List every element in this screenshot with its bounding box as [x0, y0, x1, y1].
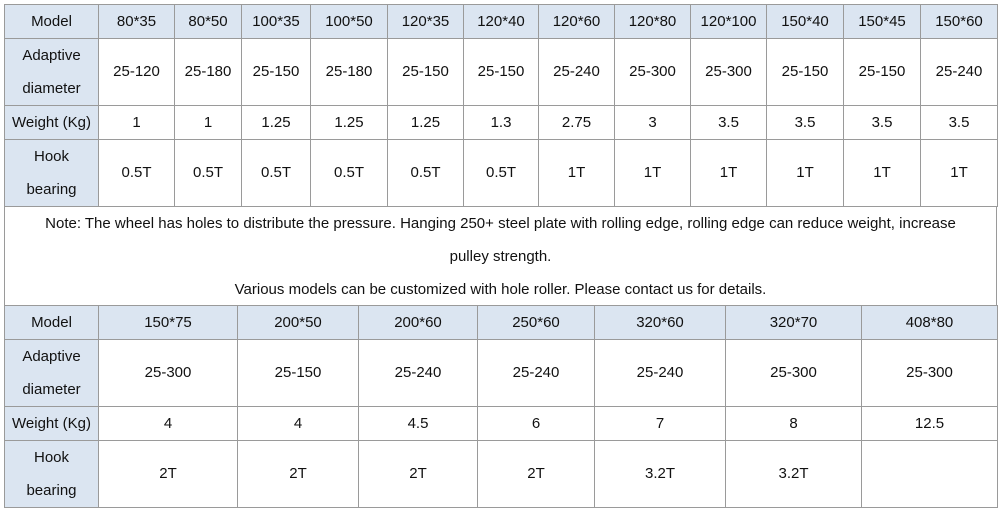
table-cell: 1 — [98, 105, 175, 140]
table-cell: 2.75 — [538, 105, 615, 140]
table-cell: 4.5 — [358, 406, 478, 441]
table-cell: 25-180 — [310, 38, 388, 106]
table-row: Adaptive diameter 25-300 25-150 25-240 25-24… — [4, 339, 998, 407]
table-row: Adaptive diameter 25-120 25-180 25-150 25-18… — [4, 38, 998, 106]
table-cell: 1.25 — [241, 105, 311, 140]
table-cell: 1T — [766, 139, 844, 207]
row-label: Hook bearing — [4, 139, 99, 207]
table-cell: 1.3 — [463, 105, 539, 140]
table-cell: 25-300 — [614, 38, 691, 106]
table-cell: 0.5T — [241, 139, 311, 207]
table-cell: 2T — [358, 440, 478, 508]
table-cell: 4 — [237, 406, 359, 441]
empty-cell — [861, 440, 998, 508]
table-cell: 1T — [920, 139, 998, 207]
table-cell: 0.5T — [387, 139, 464, 207]
header-cell: 80*35 — [98, 4, 175, 39]
table-cell: 3.5 — [920, 105, 998, 140]
table-cell: 8 — [725, 406, 862, 441]
table-cell: 25-150 — [241, 38, 311, 106]
table-cell: 1T — [538, 139, 615, 207]
row-label: Adaptive diameter — [4, 339, 99, 407]
table-row: Weight (Kg) 1 1 1.25 1.25 1.25 1.3 2.75 3 3.5 3.5 3… — [4, 105, 998, 140]
table-cell: 2T — [237, 440, 359, 508]
row-label: Weight (Kg) — [4, 406, 99, 441]
spec-table-1: Model 80*35 80*50 100*35 100*50 120*35 120*40 1… — [4, 4, 998, 207]
table-cell: 3.5 — [843, 105, 921, 140]
header-cell: 150*45 — [843, 4, 921, 39]
table-cell: 3.5 — [690, 105, 767, 140]
header-cell: 150*75 — [98, 305, 238, 340]
table-cell: 0.5T — [463, 139, 539, 207]
table-cell: 3.5 — [766, 105, 844, 140]
note-text: Various models can be customized with ho… — [234, 281, 767, 298]
header-cell: 150*40 — [766, 4, 844, 39]
note: Note: The wheel has holes to distribute … — [4, 207, 997, 305]
table-cell: 25-150 — [766, 38, 844, 106]
table-row: Model 80*35 80*50 100*35 100*50 120*35 120*40 1… — [4, 4, 998, 39]
table-cell: 2T — [98, 440, 238, 508]
table-cell: 3 — [614, 105, 691, 140]
table-cell: 1T — [843, 139, 921, 207]
table-cell: 25-300 — [861, 339, 998, 407]
table-row: Model 150*75 200*50 200*60 250*60 320*60 320*7… — [4, 305, 998, 340]
table-cell: 1T — [614, 139, 691, 207]
note-text: Note: The wheel has holes to distribute … — [45, 215, 956, 265]
table-cell: 0.5T — [98, 139, 175, 207]
table-cell: 25-240 — [477, 339, 595, 407]
row-label: Adaptive diameter — [4, 38, 99, 106]
table-cell: 25-120 — [98, 38, 175, 106]
table-cell: 3.2T — [725, 440, 862, 508]
table-cell: 25-240 — [594, 339, 726, 407]
header-cell: 320*70 — [725, 305, 862, 340]
row-label: Weight (Kg) — [4, 105, 99, 140]
header-cell: 80*50 — [174, 4, 242, 39]
header-cell: 150*60 — [920, 4, 998, 39]
table-cell: 25-150 — [463, 38, 539, 106]
header-cell: 120*35 — [387, 4, 464, 39]
header-cell: 100*50 — [310, 4, 388, 39]
table-cell: 7 — [594, 406, 726, 441]
table-cell: 25-240 — [358, 339, 478, 407]
header-cell: 120*80 — [614, 4, 691, 39]
table-cell: 25-150 — [387, 38, 464, 106]
table-cell: 25-150 — [237, 339, 359, 407]
table-row: Hook bearing 0.5T 0.5T 0.5T 0.5T 0.5T 0.5T 1T 1T… — [4, 139, 998, 207]
table-cell: 1T — [690, 139, 767, 207]
table-cell: 25-300 — [725, 339, 862, 407]
table-cell: 1 — [174, 105, 242, 140]
table-cell: 2T — [477, 440, 595, 508]
table-cell: 25-150 — [843, 38, 921, 106]
table-cell: 3.2T — [594, 440, 726, 508]
header-cell: 120*40 — [463, 4, 539, 39]
table-cell: 0.5T — [310, 139, 388, 207]
table-cell: 25-240 — [538, 38, 615, 106]
table-cell: 12.5 — [861, 406, 998, 441]
header-cell: 200*60 — [358, 305, 478, 340]
row-label: Hook bearing — [4, 440, 99, 508]
table-cell: 4 — [98, 406, 238, 441]
spec-table-2: Model 150*75 200*50 200*60 250*60 320*60 320*7… — [4, 305, 998, 508]
table-row: Hook bearing 2T 2T 2T 2T 3.2T 3.2T — [4, 440, 998, 508]
header-cell: 408*80 — [861, 305, 998, 340]
table-cell: 25-300 — [690, 38, 767, 106]
header-cell: Model — [4, 4, 99, 39]
table-cell: 25-180 — [174, 38, 242, 106]
header-cell: 250*60 — [477, 305, 595, 340]
table-cell: 0.5T — [174, 139, 242, 207]
header-cell: Model — [4, 305, 99, 340]
spec-tables: Model 80*35 80*50 100*35 100*50 120*35 120*40 1… — [4, 4, 998, 508]
table-cell: 6 — [477, 406, 595, 441]
table-cell: 1.25 — [310, 105, 388, 140]
header-cell: 320*60 — [594, 305, 726, 340]
table-cell: 25-300 — [98, 339, 238, 407]
table-row: Weight (Kg) 4 4 4.5 6 7 8 12.5 — [4, 406, 998, 441]
table-cell: 1.25 — [387, 105, 464, 140]
header-cell: 100*35 — [241, 4, 311, 39]
header-cell: 120*60 — [538, 4, 615, 39]
header-cell: 120*100 — [690, 4, 767, 39]
header-cell: 200*50 — [237, 305, 359, 340]
table-cell: 25-240 — [920, 38, 998, 106]
